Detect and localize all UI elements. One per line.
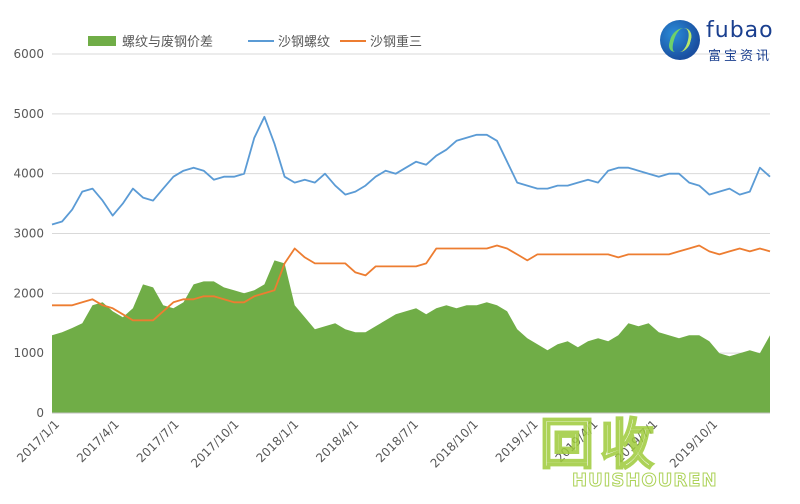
x-tick-label: 2017/10/1 <box>188 417 241 470</box>
series-line-1 <box>51 115 771 226</box>
y-tick-label: 1000 <box>13 346 44 360</box>
y-tick-label: 0 <box>36 406 44 420</box>
area-series <box>52 260 770 413</box>
legend-label: 沙钢螺纹 <box>278 35 330 50</box>
x-tick-label: 2019/1/1 <box>493 417 541 465</box>
y-tick-label: 5000 <box>13 107 44 121</box>
x-tick-label: 2017/7/1 <box>134 417 182 465</box>
y-axis: 0 1000 2000 3000 4000 5000 6000 <box>13 47 44 420</box>
brand-logo: fubao 富宝资讯 <box>660 18 790 66</box>
series-line-2 <box>52 244 771 322</box>
x-tick-label: 2018/4/1 <box>313 417 361 465</box>
legend-label: 沙钢重三 <box>370 34 422 50</box>
series-area-spread <box>52 260 770 413</box>
y-tick-label: 3000 <box>13 227 44 241</box>
legend: 螺纹与废钢价差 沙钢螺纹 沙钢重三 <box>88 34 422 50</box>
brand-mark-icon <box>660 20 700 60</box>
watermark-en: HUISHOUREN <box>572 470 718 492</box>
x-tick-label: 2018/1/1 <box>253 417 301 465</box>
legend-label: 螺纹与废钢价差 <box>122 34 213 50</box>
watermark-cn: 回收 <box>539 412 660 477</box>
watermark: 回收 HUISHOUREN <box>539 400 760 500</box>
x-tick-label: 2017/4/1 <box>74 417 122 465</box>
brand-name: fubao <box>706 18 774 43</box>
y-tick-label: 2000 <box>13 286 44 300</box>
y-tick-label: 4000 <box>13 167 44 181</box>
x-tick-label: 2018/7/1 <box>373 417 421 465</box>
legend-swatch <box>88 36 116 46</box>
x-tick-label: 2017/1/1 <box>14 417 62 465</box>
brand-subtitle: 富宝资讯 <box>708 49 773 64</box>
y-tick-label: 6000 <box>13 47 44 61</box>
line-series <box>51 115 771 322</box>
x-tick-label: 2018/10/1 <box>428 417 481 470</box>
